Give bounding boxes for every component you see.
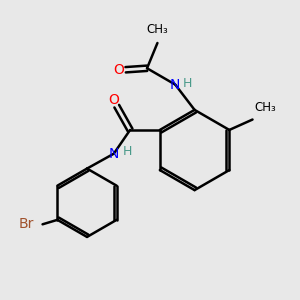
Text: Br: Br	[19, 217, 34, 231]
Text: CH₃: CH₃	[254, 100, 276, 114]
Text: CH₃: CH₃	[147, 23, 168, 37]
Text: H: H	[182, 76, 192, 90]
Text: H: H	[122, 145, 132, 158]
Text: N: N	[170, 78, 181, 92]
Text: O: O	[108, 93, 119, 106]
Text: O: O	[114, 63, 124, 77]
Text: N: N	[109, 147, 119, 161]
